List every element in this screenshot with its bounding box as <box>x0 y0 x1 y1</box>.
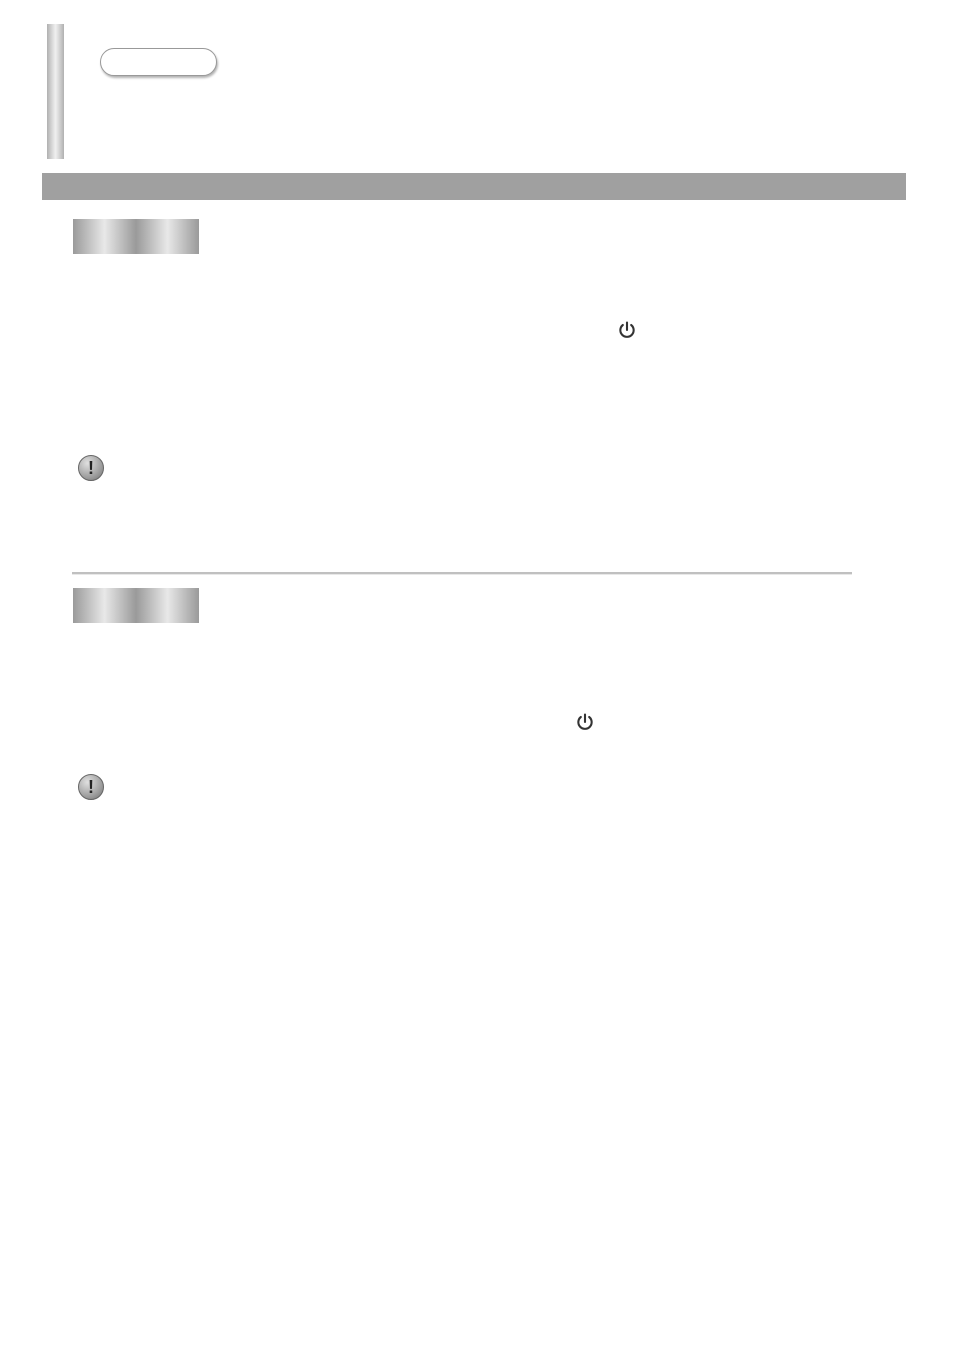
power-icon <box>575 712 595 732</box>
power-icon <box>617 320 637 340</box>
section-label-1 <box>73 219 199 254</box>
header-bar <box>42 173 906 200</box>
exclamation-glyph: ! <box>88 777 94 798</box>
exclamation-glyph: ! <box>88 458 94 479</box>
section-divider <box>72 572 852 575</box>
sidebar-vertical-bar <box>47 24 64 159</box>
section-label-2 <box>73 588 199 623</box>
warning-icon: ! <box>78 455 104 481</box>
pill-button[interactable] <box>100 48 217 76</box>
warning-icon: ! <box>78 774 104 800</box>
